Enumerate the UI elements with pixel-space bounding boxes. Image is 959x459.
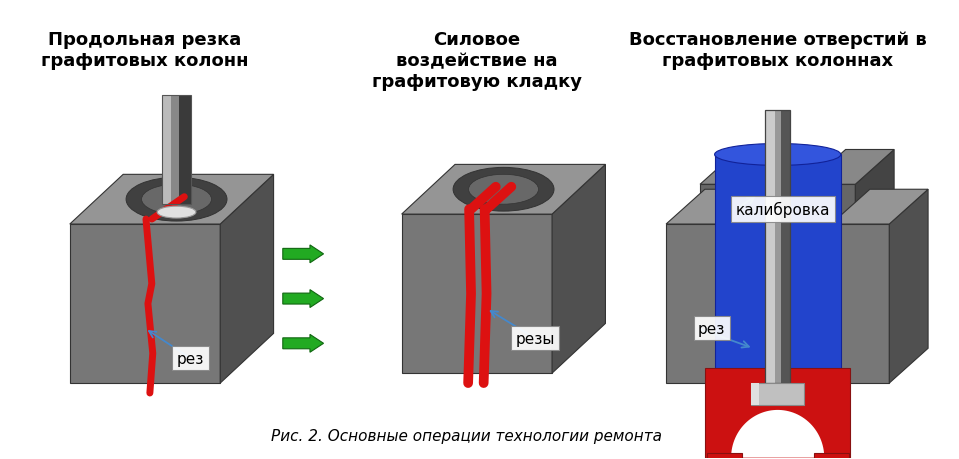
- Polygon shape: [831, 224, 889, 383]
- Polygon shape: [705, 410, 851, 458]
- Text: калибровка: калибровка: [736, 202, 830, 218]
- Polygon shape: [752, 383, 760, 405]
- Polygon shape: [782, 111, 790, 383]
- Polygon shape: [162, 95, 179, 205]
- Polygon shape: [705, 369, 851, 458]
- Ellipse shape: [126, 178, 227, 222]
- Text: Силовое
воздействие на
графитовую кладку: Силовое воздействие на графитовую кладку: [372, 31, 582, 90]
- Text: Рис. 2. Основные операции технологии ремонта: Рис. 2. Основные операции технологии рем…: [270, 428, 662, 443]
- FancyArrow shape: [283, 335, 323, 353]
- Text: рез: рез: [698, 321, 725, 336]
- Polygon shape: [667, 224, 724, 383]
- Polygon shape: [402, 215, 552, 373]
- Ellipse shape: [157, 207, 196, 218]
- Ellipse shape: [714, 144, 841, 166]
- Polygon shape: [70, 224, 221, 383]
- FancyArrow shape: [283, 246, 323, 263]
- Ellipse shape: [469, 175, 539, 205]
- Polygon shape: [724, 190, 763, 383]
- Polygon shape: [752, 383, 804, 405]
- Ellipse shape: [453, 168, 554, 212]
- Polygon shape: [749, 150, 787, 314]
- Polygon shape: [807, 185, 855, 314]
- Polygon shape: [813, 453, 849, 459]
- Polygon shape: [765, 111, 775, 383]
- Polygon shape: [221, 175, 273, 383]
- FancyArrow shape: [283, 290, 323, 308]
- Polygon shape: [707, 453, 741, 459]
- Polygon shape: [700, 150, 787, 185]
- Polygon shape: [70, 175, 273, 224]
- Polygon shape: [714, 155, 841, 378]
- Text: резы: резы: [515, 331, 554, 346]
- Polygon shape: [179, 95, 191, 205]
- Ellipse shape: [142, 185, 212, 215]
- Polygon shape: [552, 165, 605, 373]
- Polygon shape: [889, 190, 928, 383]
- Polygon shape: [765, 111, 782, 383]
- Polygon shape: [667, 190, 763, 224]
- Polygon shape: [700, 185, 749, 314]
- Polygon shape: [402, 165, 605, 215]
- Polygon shape: [855, 150, 894, 314]
- Polygon shape: [162, 95, 171, 205]
- Text: Восстановление отверстий в
графитовых колоннах: Восстановление отверстий в графитовых ко…: [629, 31, 926, 70]
- Text: рез: рез: [176, 351, 204, 366]
- Text: Продольная резка
графитовых колонн: Продольная резка графитовых колонн: [41, 31, 248, 70]
- Polygon shape: [831, 190, 928, 224]
- Polygon shape: [807, 150, 894, 185]
